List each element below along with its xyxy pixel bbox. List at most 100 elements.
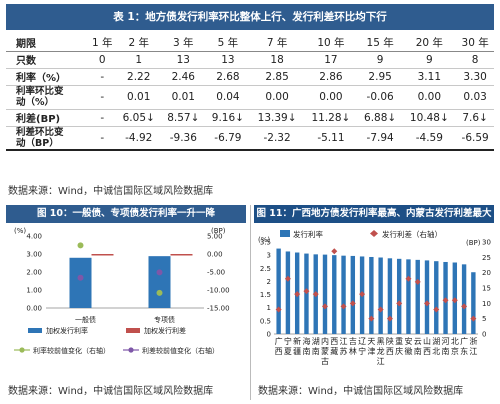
x-tick-label-char: 夏 xyxy=(284,347,292,356)
table-cell: -0.06 xyxy=(357,84,403,109)
bar-rate-20 xyxy=(461,264,467,334)
table-row: 利率环比变 动（%） -0.01 0.01 0.04 0.00 0.00 -0.06 0.00 0… xyxy=(6,84,494,109)
legend-marker-spread xyxy=(370,230,378,237)
legend-swatch-rate xyxy=(280,230,290,237)
marker-spread-21 xyxy=(470,315,477,322)
bar-rate-1 xyxy=(285,251,291,334)
table-cell: -2.32 xyxy=(250,125,304,151)
table-cell: 3.11 xyxy=(402,67,457,85)
table-cell: 9.16↓ xyxy=(205,108,251,126)
left-tick-label: 1 xyxy=(267,304,271,312)
x-tick-label-char: 宁 xyxy=(358,346,366,356)
x-tick-label-char: 东 xyxy=(460,346,468,356)
table-cell: 9 xyxy=(402,50,457,68)
marker-spread-8 xyxy=(349,300,356,307)
x-tick-label-char: 广 xyxy=(460,336,468,346)
table-header-cell: 3 年 xyxy=(161,34,206,52)
bar-rate-16 xyxy=(424,260,430,334)
table-cell: 10.48↓ xyxy=(402,108,457,126)
table-header-cell: 2 年 xyxy=(116,34,162,52)
right-tick-label: -5.00 xyxy=(207,269,225,277)
right-tick-label: 20 xyxy=(482,269,491,277)
table-header-cell: 15 年 xyxy=(357,34,403,52)
table-cell: -4.92 xyxy=(116,125,162,151)
table-cell: - xyxy=(88,108,117,126)
table-cell: -9.36 xyxy=(161,125,206,151)
x-tick-label-char: 疆 xyxy=(293,347,301,356)
left-axis-unit: (%) xyxy=(258,236,270,244)
x-tick-label-char: 西 xyxy=(386,347,394,356)
table-header-label: 期限 xyxy=(6,34,88,52)
x-tick-label-char: 湖 xyxy=(432,337,440,346)
table-header-cell: 20 年 xyxy=(402,34,457,52)
table-cell: 2.22 xyxy=(116,67,162,85)
x-tick-label-char: 北 xyxy=(451,337,459,346)
row-label: 利率环比变 动（%） xyxy=(6,84,88,109)
x-tick-label-char: 湖 xyxy=(312,337,320,346)
table-cell: - xyxy=(88,125,117,151)
marker-spread-16 xyxy=(424,300,430,307)
table-cell: 3.30 xyxy=(456,67,494,85)
x-tick-label-char: 黑 xyxy=(377,337,385,346)
dot-rate-change-1 xyxy=(156,289,163,296)
right-tick-label: -10.00 xyxy=(207,287,230,295)
chart10-title: 图 10：一般债、专项债发行利率一升一降 xyxy=(6,205,246,223)
x-tick-label-char: 天 xyxy=(367,337,375,346)
table-cell: 0.01 xyxy=(116,84,162,109)
x-tick-label-char: 西 xyxy=(275,347,283,356)
left-tick-label: 4.00 xyxy=(26,233,42,241)
table-cell: 8.57↓ xyxy=(161,108,206,126)
legend-label-rate-change: 利率较前值变化（右轴） xyxy=(33,346,110,355)
table-row: 只数 0 1 13 13 18 17 9 9 8 xyxy=(6,50,494,68)
bar-rate-17 xyxy=(434,261,439,334)
chart11-svg: (%) (BP) 发行利率 发行利差（右轴） 3.5 3 2.5 2 1.5 1 0.5 0 30 25 2… xyxy=(258,229,491,366)
x-tick-label-char: 古 xyxy=(321,356,329,366)
chart11-title: 图 11：广西地方债发行利率最高、内蒙古发行利差最大 xyxy=(254,205,494,223)
x-tick-label-char: 内 xyxy=(321,336,329,346)
x-tick-label-char: 龙 xyxy=(377,346,385,356)
x-tick-label-char: 新 xyxy=(293,336,301,346)
x-tick-label-char: 津 xyxy=(367,346,375,356)
bar-rate-14 xyxy=(406,259,411,334)
left-tick-label: 2 xyxy=(267,278,271,286)
x-tick-label-char: 广 xyxy=(275,336,283,346)
right-tick-label: 10 xyxy=(482,300,491,308)
right-tick-label: -15.00 xyxy=(207,305,230,313)
table-cell: -7.94 xyxy=(357,125,403,151)
bar-rate-5 xyxy=(322,254,328,334)
table-cell: 9 xyxy=(357,50,403,68)
x-tick-label-char: 南 xyxy=(442,346,450,356)
x-tick-label-char: 山 xyxy=(423,336,431,346)
marker-spread-3 xyxy=(303,288,310,295)
right-tick-label: 5.00 xyxy=(207,233,223,241)
marker-spread-2 xyxy=(294,291,301,298)
dot-spread-change-0 xyxy=(77,274,84,281)
x-tick-label-char: 辽 xyxy=(358,337,366,346)
bar-rate-6 xyxy=(332,255,337,334)
left-tick-label: 0.5 xyxy=(260,317,271,325)
x-tick-label-char: 云 xyxy=(414,337,422,346)
table-cell: 2.68 xyxy=(205,67,251,85)
table-cell: 0.03 xyxy=(456,84,494,109)
table-cell: -6.79 xyxy=(205,125,251,151)
right-tick-label: 0.00 xyxy=(207,251,223,259)
chart10-svg: (%) (BP) 4.00 3.00 2.00 1.00 0.00 5.00 0.00 -5.00… xyxy=(14,227,230,355)
table-cell: 2.85 xyxy=(250,67,304,85)
row-label: 利率（%） xyxy=(6,67,88,85)
legend-label-spread-change: 利差较前值变化（右轴） xyxy=(142,346,219,355)
marker-spread-5 xyxy=(322,303,328,310)
x-tick-label-char: 浙 xyxy=(469,336,477,346)
marker-spread-7 xyxy=(340,303,347,310)
legend-dot-rate-change xyxy=(19,347,25,353)
x-tick-label-char: 南 xyxy=(312,346,320,356)
marker-spread-9 xyxy=(359,291,366,298)
table-cell: -4.59 xyxy=(402,125,457,151)
bar-rate-11 xyxy=(378,257,383,334)
row-label-line1: 利差环比变 xyxy=(16,126,64,138)
x-tick-label-char: 林 xyxy=(349,346,357,356)
table-header-cell: 1 年 xyxy=(88,34,117,52)
table-cell: 0.04 xyxy=(205,84,251,109)
x-tick-label-char: 南 xyxy=(414,346,422,356)
bar-rate-1 xyxy=(148,256,171,308)
